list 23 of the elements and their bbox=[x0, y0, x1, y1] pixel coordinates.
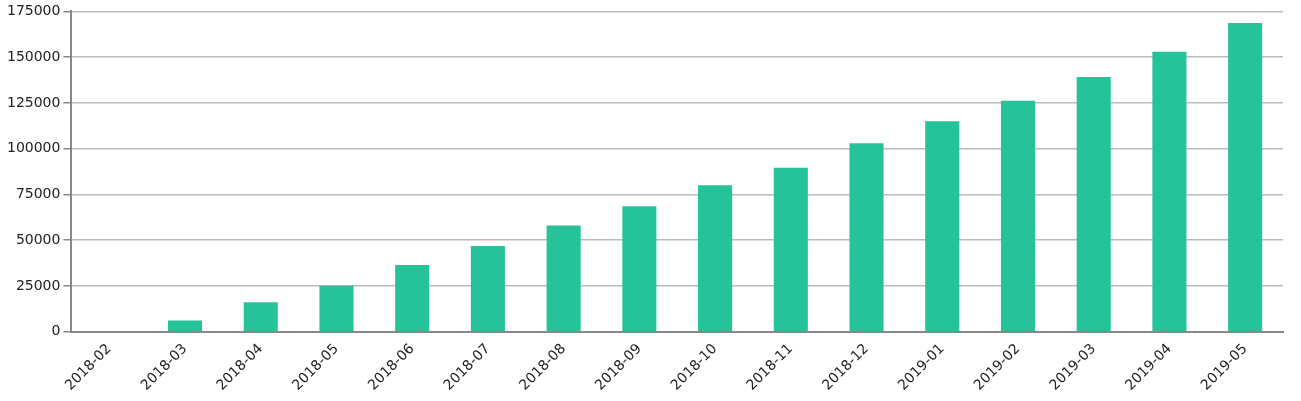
y-tick-label: 175000 bbox=[6, 2, 61, 19]
y-tick-label: 25000 bbox=[15, 276, 61, 293]
bar bbox=[849, 143, 884, 332]
bar bbox=[470, 245, 505, 332]
bar bbox=[1076, 77, 1111, 332]
bar bbox=[622, 206, 657, 332]
y-tick-label: 0 bbox=[51, 322, 61, 339]
bar bbox=[1228, 22, 1263, 332]
y-tick-label: 50000 bbox=[15, 230, 61, 247]
bar bbox=[1152, 51, 1187, 332]
bar bbox=[698, 185, 733, 332]
y-tick-label: 100000 bbox=[6, 139, 61, 156]
y-tick-label: 125000 bbox=[6, 93, 61, 110]
bar bbox=[395, 265, 430, 332]
bar bbox=[243, 302, 278, 332]
bar bbox=[925, 121, 960, 332]
y-tick-label: 75000 bbox=[15, 185, 61, 202]
bar bbox=[546, 225, 581, 332]
y-tick-label: 150000 bbox=[6, 47, 61, 64]
bar bbox=[319, 285, 354, 332]
bar bbox=[167, 320, 203, 332]
bar bbox=[773, 167, 808, 332]
bar bbox=[1000, 100, 1036, 332]
